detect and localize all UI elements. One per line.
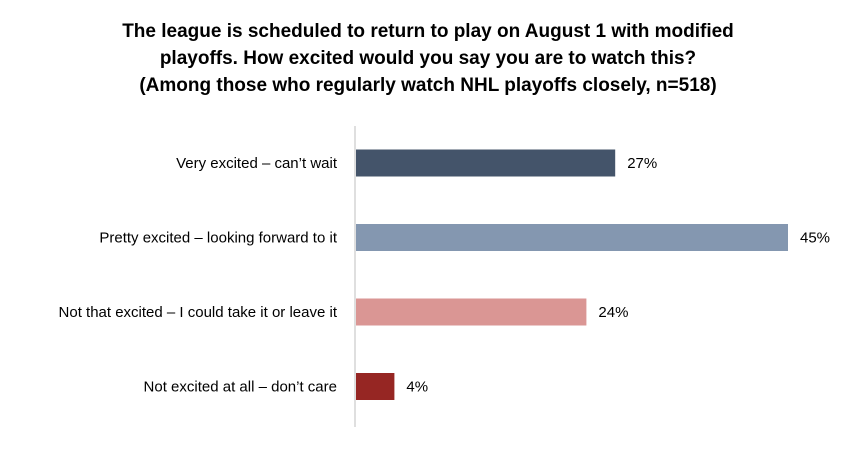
bar: [356, 298, 587, 326]
data-labels: 27% 45% 24% 4%: [406, 155, 830, 396]
category-label: Not excited at all – don’t care: [144, 379, 337, 396]
category-labels: Very excited – can’t wait Pretty excited …: [59, 155, 338, 396]
category-label: Pretty excited – looking forward to it: [99, 230, 337, 247]
bar: [356, 373, 395, 400]
data-label: 45%: [800, 230, 830, 247]
chart-title-line-2: playoffs. How excited would you say you …: [159, 48, 697, 69]
data-label: 24%: [598, 304, 628, 321]
category-label: Not that excited – I could take it or le…: [59, 304, 338, 321]
data-label: 4%: [406, 379, 428, 396]
chart-title: The league is scheduled to return to pla…: [0, 18, 856, 99]
chart-title-line-3: (Among those who regularly watch NHL pla…: [139, 75, 717, 96]
chart-title-line-1: The league is scheduled to return to pla…: [122, 21, 734, 42]
bars: [356, 149, 788, 400]
category-label: Very excited – can’t wait: [176, 155, 338, 172]
data-label: 27%: [627, 155, 657, 172]
bar: [356, 149, 616, 177]
bar: [356, 224, 788, 251]
